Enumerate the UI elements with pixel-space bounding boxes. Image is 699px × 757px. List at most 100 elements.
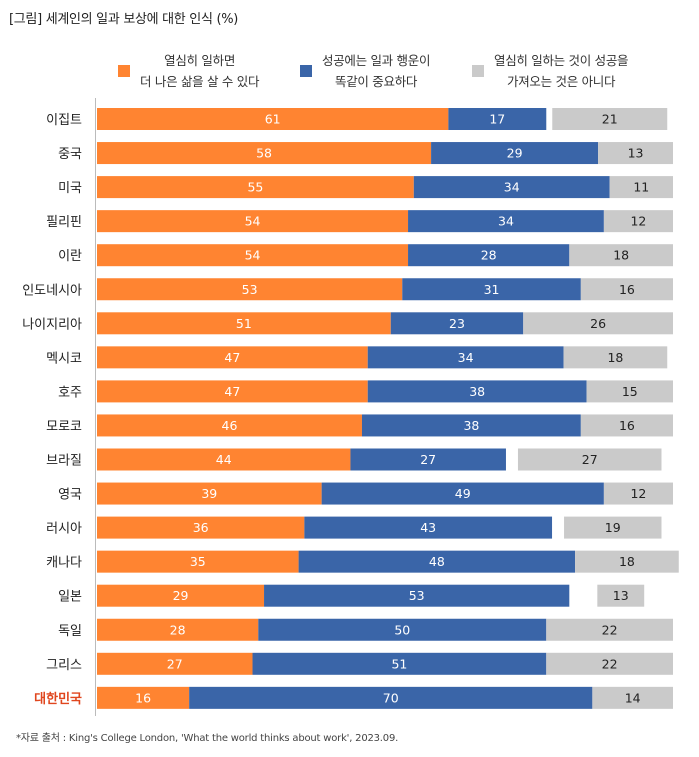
bar-segment-blue: [413, 176, 610, 199]
bar-segment-orange: [97, 516, 305, 539]
bar-segment-gray: [609, 176, 673, 199]
bar-segment-gray: [586, 380, 673, 403]
bar-segment-orange: [97, 380, 368, 403]
bar-segment-blue: [264, 584, 570, 607]
bar-segment-blue: [367, 346, 564, 369]
data-label-blue: 34: [504, 180, 520, 195]
bar-segment-gray: [564, 516, 662, 539]
legend-swatch-gray: [472, 65, 484, 77]
data-label-blue: 31: [484, 282, 500, 297]
legend-label-orange: 열심히 일하면 더 나은 삶을 살 수 있다: [140, 53, 260, 89]
bar-segment-orange: [97, 244, 409, 267]
data-label-blue: 50: [394, 622, 410, 637]
category-label: 그리스: [46, 658, 82, 673]
data-label-blue: 43: [420, 520, 436, 535]
data-label-gray: 15: [622, 384, 638, 399]
bar-segment-orange: [97, 142, 432, 165]
data-label-orange: 47: [224, 384, 240, 399]
data-label-gray: 16: [619, 282, 635, 297]
data-label-gray: 14: [625, 690, 641, 705]
bar-segment-blue: [304, 516, 553, 539]
bar-segment-blue: [258, 618, 547, 641]
data-label-blue: 28: [481, 248, 497, 263]
bar-segment-orange: [97, 686, 190, 709]
data-label-gray: 13: [613, 588, 629, 603]
category-label: 모로코: [46, 419, 82, 434]
data-label-blue: 48: [429, 554, 445, 569]
category-label: 호주: [58, 385, 82, 400]
data-label-gray: 27: [582, 452, 598, 467]
data-label-blue: 53: [409, 588, 425, 603]
data-label-orange: 58: [256, 146, 272, 161]
data-label-blue: 29: [507, 146, 523, 161]
y-axis-line: [95, 98, 96, 716]
category-label: 이란: [58, 249, 82, 264]
bar-segment-gray: [597, 584, 645, 607]
data-label-gray: 18: [607, 350, 623, 365]
data-label-blue: 70: [383, 690, 399, 705]
data-label-orange: 55: [247, 180, 263, 195]
bar-segment-blue: [367, 380, 587, 403]
bar-segment-gray: [575, 550, 679, 573]
category-label: 중국: [58, 147, 82, 162]
data-label-gray: 26: [590, 316, 606, 331]
data-label-blue: 27: [420, 452, 436, 467]
bar-segment-blue: [350, 448, 506, 471]
category-label: 대한민국: [34, 691, 82, 707]
data-label-gray: 16: [619, 418, 635, 433]
bar-segment-orange: [97, 210, 409, 233]
legend-swatch-orange: [118, 65, 130, 77]
category-label: 영국: [58, 488, 82, 503]
category-label: 이집트: [46, 113, 82, 128]
bar-segment-blue: [448, 108, 547, 130]
bar-segment-gray: [523, 312, 673, 335]
data-label-blue: 23: [449, 316, 465, 331]
bar-segment-blue: [408, 244, 570, 267]
data-label-orange: 16: [135, 690, 151, 705]
data-label-orange: 28: [170, 622, 186, 637]
category-label: 캐나다: [46, 556, 82, 571]
bar-segment-gray: [603, 482, 673, 505]
data-label-orange: 46: [222, 418, 238, 433]
bar-segment-gray: [563, 346, 668, 369]
data-label-gray: 18: [619, 554, 635, 569]
bar-segment-blue: [298, 550, 576, 573]
bar-segment-blue: [189, 686, 593, 709]
bar-segment-blue: [390, 312, 524, 335]
source-note: *자료 출처 : King's College London, 'What th…: [16, 733, 399, 744]
legend-label-gray: 열심히 일하는 것이 성공을 가져오는 것은 아니다: [494, 53, 629, 89]
data-label-orange: 44: [216, 452, 232, 467]
data-label-orange: 54: [245, 248, 261, 263]
chart-title: [그림] 세계인의 일과 보상에 대한 인식 (%): [9, 12, 239, 27]
data-label-orange: 36: [193, 520, 209, 535]
category-label: 러시아: [46, 522, 82, 537]
data-label-blue: 34: [498, 214, 514, 229]
data-label-orange: 61: [265, 112, 281, 127]
data-label-gray: 22: [602, 656, 618, 671]
data-label-gray: 12: [630, 486, 646, 501]
bar-segment-orange: [97, 278, 403, 301]
data-label-gray: 19: [605, 520, 621, 535]
bar-segment-blue: [431, 142, 599, 165]
category-label: 멕시코: [46, 351, 82, 366]
data-label-orange: 54: [245, 214, 261, 229]
bar-segment-gray: [546, 618, 673, 641]
bar-segment-blue: [252, 652, 547, 675]
bar-segment-gray: [552, 108, 668, 130]
bar-segment-orange: [97, 414, 362, 437]
bar-segment-orange: [97, 482, 322, 505]
bar-segment-gray: [592, 686, 673, 709]
data-label-gray: 18: [613, 248, 629, 263]
data-label-gray: 22: [602, 622, 618, 637]
category-label: 나이지리아: [22, 317, 82, 332]
category-label: 브라질: [46, 454, 82, 469]
category-label: 미국: [58, 181, 82, 196]
data-label-blue: 38: [463, 418, 479, 433]
bar-segment-blue: [402, 278, 581, 301]
data-label-orange: 53: [242, 282, 258, 297]
legend-swatch-blue: [300, 65, 312, 77]
data-label-orange: 35: [190, 554, 206, 569]
category-label: 일본: [58, 590, 82, 605]
data-label-blue: 38: [469, 384, 485, 399]
